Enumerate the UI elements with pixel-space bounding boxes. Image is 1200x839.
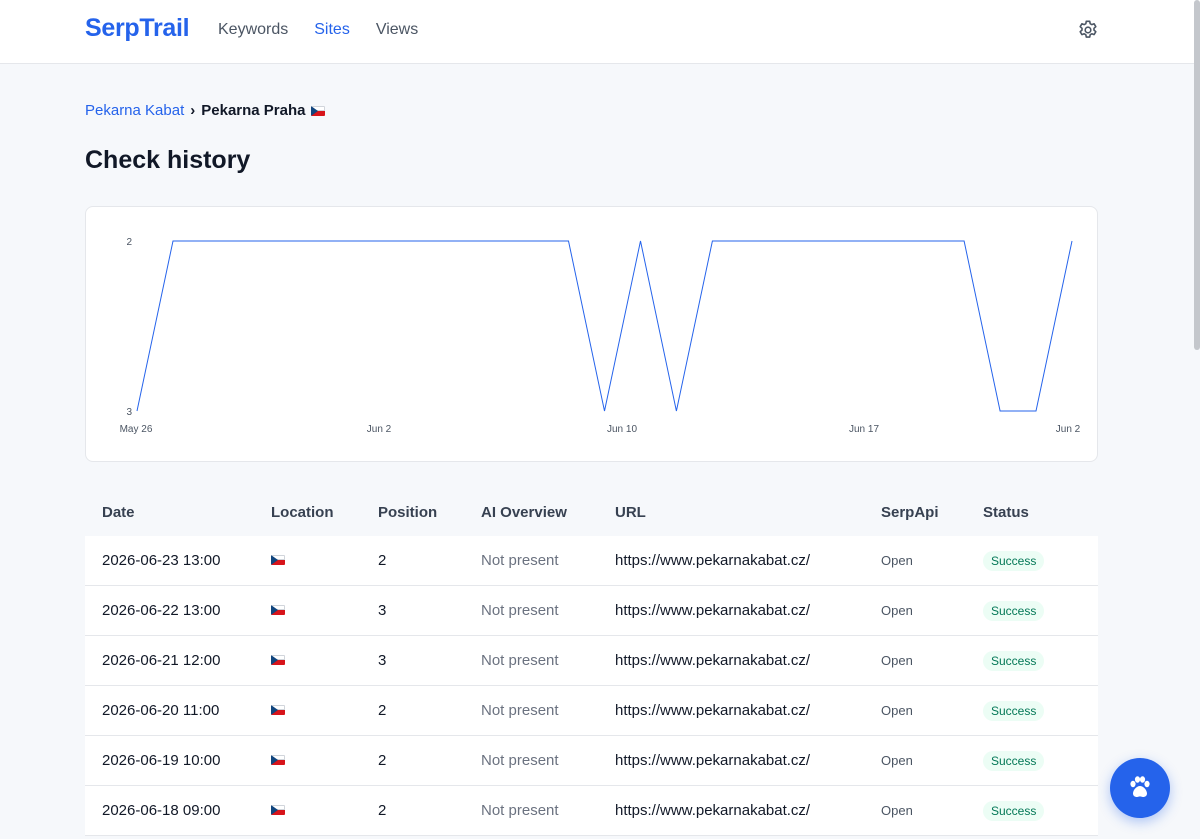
column-header-date[interactable]: Date [102,503,135,521]
cell-status: Success [983,700,1098,721]
x-tick-label: May 26 [120,424,153,435]
column-header-position[interactable]: Position [378,503,438,521]
czech-flag-icon [271,555,285,566]
cell-url[interactable]: https://www.pekarnakabat.cz/ [615,602,811,619]
table-row[interactable]: 2026-06-19 10:00 2 Not present https://www.… [85,736,1098,786]
cell-url[interactable]: https://www.pekarnakabat.cz/ [615,702,811,719]
status-badge: Success [983,650,1045,671]
cell-ai-overview: Not present [481,552,559,569]
status-badge: Success [983,600,1045,621]
column-header-ai-overview[interactable]: AI Overview [481,503,567,521]
position-series-line [136,240,1073,412]
cell-ai-overview: Not present [481,702,559,719]
cell-ai-overview: Not present [481,652,559,669]
main-nav: Keywords Sites Views [218,20,418,40]
column-header-location[interactable]: Location [271,503,334,521]
table-row[interactable]: 2026-06-20 11:00 2 Not present https://www.… [85,686,1098,736]
x-tick-label: Jun 10 [607,424,637,435]
serpapi-open-link[interactable]: Open [881,803,913,818]
serpapi-open-link[interactable]: Open [881,603,913,618]
paw-icon [1130,776,1150,797]
column-header-status[interactable]: Status [983,503,1029,521]
app-logo[interactable]: SerpTrail [85,14,190,42]
czech-flag-icon [271,755,285,766]
position-chart: 2 3 May 26 Jun 2 Jun 10 Jun 17 Jun 2 [85,206,1098,462]
table-row[interactable]: 2026-06-22 13:00 3 Not present https://www.… [85,586,1098,636]
cell-ai-overview: Not present [481,602,559,619]
cell-position: 2 [378,802,387,819]
status-badge: Success [983,750,1045,771]
cell-url[interactable]: https://www.pekarnakabat.cz/ [615,652,811,669]
czech-flag-icon [271,605,285,616]
nav-keywords[interactable]: Keywords [218,21,289,38]
cell-date: 2026-06-20 11:00 [102,702,220,719]
cell-location [271,702,378,720]
help-fab-button[interactable] [1110,758,1170,818]
column-header-url[interactable]: URL [615,503,646,521]
serpapi-open-link[interactable]: Open [881,653,913,668]
cell-status: Success [983,650,1098,671]
serpapi-open-link[interactable]: Open [881,553,913,568]
check-history-table: Date Location Position AI Overview URL S… [85,488,1098,836]
status-badge: Success [983,550,1045,571]
y-tick-label: 3 [126,407,132,418]
cell-date: 2026-06-22 13:00 [102,602,221,619]
cell-date: 2026-06-21 12:00 [102,652,221,669]
table-row[interactable]: 2026-06-21 12:00 3 Not present https://www.… [85,636,1098,686]
serpapi-open-link[interactable]: Open [881,753,913,768]
cell-position: 2 [378,552,387,569]
nav-sites[interactable]: Sites [314,21,350,38]
cell-position: 2 [378,702,387,719]
settings-button[interactable] [1076,18,1100,42]
czech-flag-icon [271,655,285,666]
cell-ai-overview: Not present [481,802,559,819]
cell-ai-overview: Not present [481,752,559,769]
x-tick-label: Jun 2 [1056,424,1081,435]
cell-position: 2 [378,752,387,769]
table-row[interactable]: 2026-06-23 13:00 2 Not present https://www.… [85,536,1098,586]
gear-icon [1079,20,1097,38]
cell-status: Success [983,600,1098,621]
status-badge: Success [983,800,1045,821]
breadcrumb-current: Pekarna Praha [201,102,306,119]
czech-flag-icon [271,805,285,816]
czech-flag-icon [311,105,326,116]
serpapi-open-link[interactable]: Open [881,703,913,718]
cell-location [271,552,378,570]
cell-position: 3 [378,652,387,669]
x-tick-label: Jun 17 [849,424,879,435]
cell-url[interactable]: https://www.pekarnakabat.cz/ [615,802,811,819]
y-tick-label: 2 [126,237,132,248]
table-header: Date Location Position AI Overview URL S… [85,488,1098,536]
cell-date: 2026-06-18 09:00 [102,802,221,819]
table-row[interactable]: 2026-06-18 09:00 2 Not present https://www.… [85,786,1098,836]
cell-position: 3 [378,602,387,619]
cell-date: 2026-06-23 13:00 [102,552,221,569]
page-scrollbar[interactable] [1194,0,1200,350]
cell-status: Success [983,750,1098,771]
breadcrumb: Pekarna Kabat › Pekarna Praha [85,102,326,119]
nav-views[interactable]: Views [375,21,419,38]
page-title: Check history [85,146,251,174]
cell-status: Success [983,800,1098,821]
cell-status: Success [983,550,1098,571]
status-badge: Success [983,700,1045,721]
cell-date: 2026-06-19 10:00 [102,752,221,769]
cell-location [271,652,378,670]
column-header-serpapi[interactable]: SerpApi [881,503,939,521]
table-body: 2026-06-23 13:00 2 Not present https://www.… [85,536,1098,836]
chart-svg: 2 3 May 26 Jun 2 Jun 10 Jun 17 Jun 2 [120,237,1081,435]
cell-location [271,602,378,620]
cell-url[interactable]: https://www.pekarnakabat.cz/ [615,752,811,769]
cell-location [271,802,378,820]
breadcrumb-separator: › [190,102,196,119]
breadcrumb-parent[interactable]: Pekarna Kabat [85,102,185,119]
cell-location [271,752,378,770]
top-navbar: SerpTrail Keywords Sites Views [0,0,1200,64]
x-tick-label: Jun 2 [367,424,392,435]
czech-flag-icon [271,705,285,716]
cell-url[interactable]: https://www.pekarnakabat.cz/ [615,552,811,569]
